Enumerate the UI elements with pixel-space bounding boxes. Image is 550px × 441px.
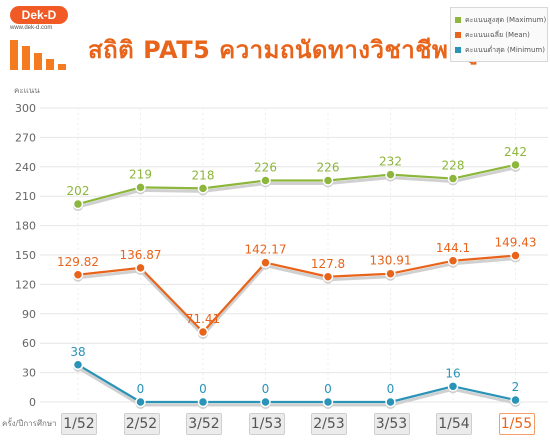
data-point [135, 262, 146, 274]
data-label: 242 [504, 145, 527, 159]
data-point [510, 250, 521, 261]
data-label: 129.82 [57, 255, 99, 269]
data-point [197, 326, 209, 338]
x-tick-label: 2/53 [311, 413, 347, 435]
data-point [510, 159, 521, 171]
data-label: 136.87 [120, 248, 162, 262]
data-label: 0 [262, 382, 270, 396]
data-point [72, 269, 84, 281]
data-point [385, 268, 396, 279]
data-label: 218 [192, 168, 215, 182]
data-label: 127.8 [311, 257, 345, 271]
series-line-shadow [77, 257, 516, 337]
data-label: 228 [442, 159, 465, 173]
data-label: 226 [317, 161, 340, 175]
y-tick-label: 120 [15, 278, 36, 291]
y-tick-label: 0 [29, 396, 36, 409]
data-label: 0 [324, 382, 332, 396]
data-point [72, 359, 84, 371]
data-point [447, 381, 459, 392]
series-line-shadow [77, 366, 516, 407]
logo-bars-icon [10, 38, 70, 70]
series-line [77, 254, 516, 334]
y-tick-label: 90 [22, 308, 36, 321]
legend-label-mean: คะแนนเฉลี่ย (Mean) [465, 31, 530, 39]
data-label: 130.91 [370, 254, 412, 268]
page-title: สถิติ PAT5 ความถนัดทางวิชาชีพครู [88, 36, 479, 64]
legend-swatch-mean [455, 32, 461, 38]
x-tick-label: 3/53 [373, 413, 410, 435]
x-tick-label: 3/52 [186, 413, 222, 435]
data-label: 142.17 [245, 243, 287, 257]
legend-item-maximum: คะแนนสูงสุด (Maximum) [455, 14, 546, 26]
data-label: 0 [199, 382, 207, 396]
x-tick-label: 1/53 [248, 413, 285, 435]
data-label: 144.1 [436, 241, 470, 255]
data-label: 149.43 [495, 236, 537, 250]
y-tick-label: 210 [15, 190, 36, 203]
y-tick-label: 180 [15, 220, 36, 233]
data-point [510, 394, 521, 406]
x-tick-label: 2/52 [123, 413, 160, 435]
logo-brand: Dek-D [10, 6, 68, 24]
legend-item-minimum: คะแนนต่ำสุด (Minimum) [455, 44, 545, 56]
data-label: 219 [129, 167, 152, 181]
data-point [447, 255, 459, 267]
y-tick-label: 240 [15, 161, 36, 174]
data-label: 71.41 [186, 312, 220, 326]
x-tick-label: 1/54 [436, 413, 472, 435]
data-label: 202 [67, 184, 90, 198]
line-chart: คะแนน 0 30 60 90 120 150 180 210 240 270 300 202 219 2… [14, 86, 548, 409]
chart-legend: คะแนนสูงสุด (Maximum) คะแนนเฉลี่ย (Mean)… [450, 7, 548, 62]
dek-d-logo[interactable]: Dek-D www.dek-d.com [6, 4, 74, 72]
x-tick-label: 1/52 [61, 413, 97, 435]
logo-url: www.dek-d.com [10, 25, 53, 31]
data-point [385, 169, 396, 180]
series-line-shadow [77, 166, 516, 209]
data-point [385, 396, 396, 408]
data-label: 38 [70, 345, 85, 359]
data-point [197, 396, 209, 408]
y-tick-label: 60 [22, 337, 36, 350]
data-point [322, 396, 334, 408]
legend-label-minimum: คะแนนต่ำสุด (Minimum) [465, 46, 545, 54]
data-point [260, 175, 271, 186]
data-label: 16 [445, 366, 460, 380]
y-tick-label: 270 [15, 131, 36, 144]
series-line [77, 163, 516, 206]
legend-swatch-minimum [455, 47, 461, 53]
legend-item-mean: คะแนนเฉลี่ย (Mean) [455, 29, 530, 41]
data-point [72, 198, 84, 210]
data-label: 0 [387, 382, 395, 396]
data-label: 2 [512, 380, 520, 394]
data-label: 226 [254, 161, 277, 175]
x-axis-labels: ครั้ง/ปีการศึกษา 1/52 2/52 3/52 1/53 2/53 3/5… [0, 410, 550, 436]
x-tick-label: 1/55 [498, 413, 535, 435]
data-point [447, 173, 459, 184]
data-point [260, 396, 271, 408]
data-point [135, 396, 146, 408]
data-label: 0 [137, 382, 145, 396]
header: Dek-D www.dek-d.com สถิติ PAT5 ความถนัดท… [0, 0, 550, 78]
y-axis-title: คะแนน [14, 86, 40, 95]
data-point [197, 183, 209, 194]
x-axis-title: ครั้ง/ปีการศึกษา [2, 419, 57, 428]
data-point [135, 182, 146, 193]
data-point [322, 271, 334, 283]
y-tick-label: 150 [15, 249, 36, 262]
data-label: 232 [379, 155, 402, 169]
series-line [77, 363, 516, 404]
legend-label-maximum: คะแนนสูงสุด (Maximum) [465, 16, 547, 24]
y-tick-label: 300 [15, 102, 36, 115]
y-tick-label: 30 [22, 367, 36, 380]
data-point [322, 175, 334, 186]
data-point [260, 257, 271, 268]
legend-swatch-maximum [455, 17, 461, 23]
